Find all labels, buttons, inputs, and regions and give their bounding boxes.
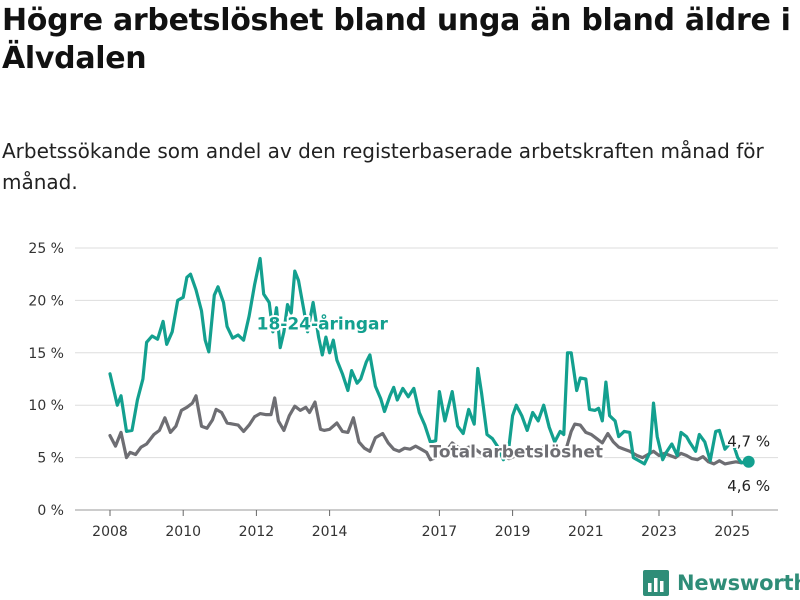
bar-chart-logo-icon — [643, 570, 669, 596]
y-axis: 0 % 5 % 10 % 15 % 20 % 25 % — [28, 241, 64, 519]
series-lines — [108, 256, 751, 466]
y-tick-label: 15 % — [28, 346, 64, 362]
x-tick-label: 2023 — [641, 524, 677, 540]
y-tick-label: 25 % — [28, 241, 64, 257]
y-grid — [75, 247, 778, 511]
x-tick-label: 2025 — [714, 524, 750, 540]
end-point-marker — [742, 455, 755, 468]
x-tick-label: 2012 — [239, 524, 275, 540]
series-labels: 18-24-åringar Total arbetslöshet — [255, 311, 605, 465]
value-annotations: 4,7 % 4,6 % — [726, 431, 772, 496]
y-tick-label: 20 % — [28, 293, 64, 309]
x-tick-label: 2008 — [92, 524, 128, 540]
y-tick-label: 0 % — [37, 503, 64, 519]
chart-title: Högre arbetslöshet bland unga än bland ä… — [2, 3, 791, 76]
series-label-total: Total arbetslöshet — [429, 443, 603, 463]
x-tick-label: 2017 — [422, 524, 458, 540]
x-axis: 2008 2010 2012 2014 2017 2019 2021 2023 2025 — [92, 510, 750, 540]
x-tick-label: 2010 — [165, 524, 201, 540]
end-markers — [742, 455, 755, 468]
y-tick-label: 5 % — [37, 451, 64, 467]
chart-subtitle: Arbetssökande som andel av den registerb… — [2, 139, 764, 194]
series-label-youth: 18-24-åringar — [257, 313, 389, 335]
brand-logo: Newsworthy — [643, 568, 800, 598]
series-line-youth — [108, 256, 751, 466]
y-tick-label: 10 % — [28, 398, 64, 414]
brand-name: Newsworthy — [677, 571, 800, 595]
x-tick-label: 2014 — [312, 524, 348, 540]
annotation-youth-value: 4,7 % — [727, 433, 770, 451]
x-tick-label: 2019 — [495, 524, 531, 540]
x-tick-label: 2021 — [568, 524, 604, 540]
annotation-total-value: 4,6 % — [727, 477, 770, 495]
